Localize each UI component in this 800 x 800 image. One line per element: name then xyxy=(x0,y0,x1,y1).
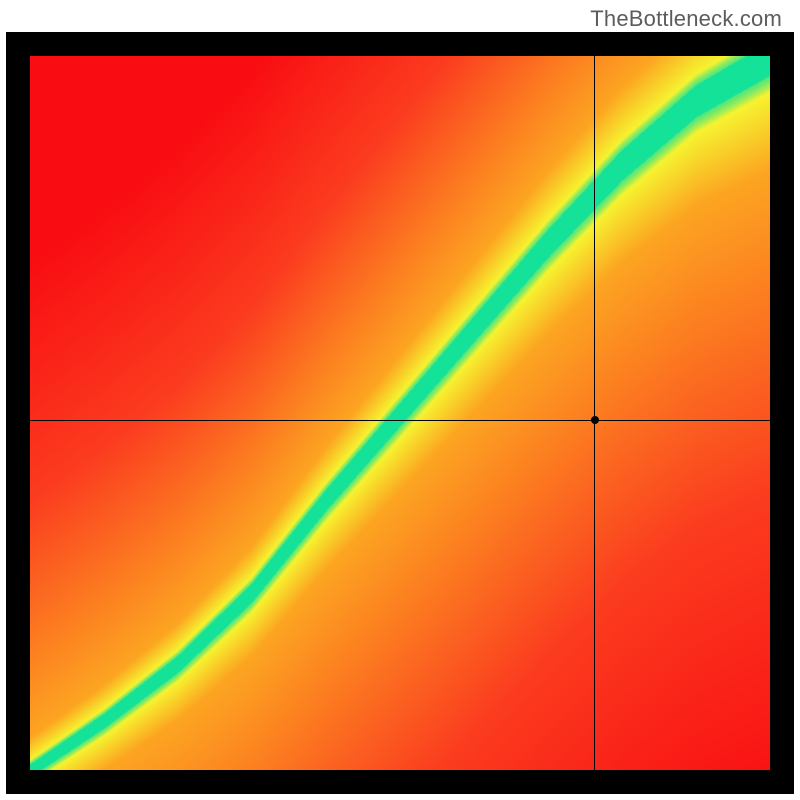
crosshair-vertical-line xyxy=(594,56,595,770)
bottleneck-heatmap xyxy=(30,56,770,770)
watermark-text: TheBottleneck.com xyxy=(590,6,782,32)
crosshair-horizontal-line xyxy=(30,420,770,421)
crosshair-marker-dot[interactable] xyxy=(591,416,599,424)
